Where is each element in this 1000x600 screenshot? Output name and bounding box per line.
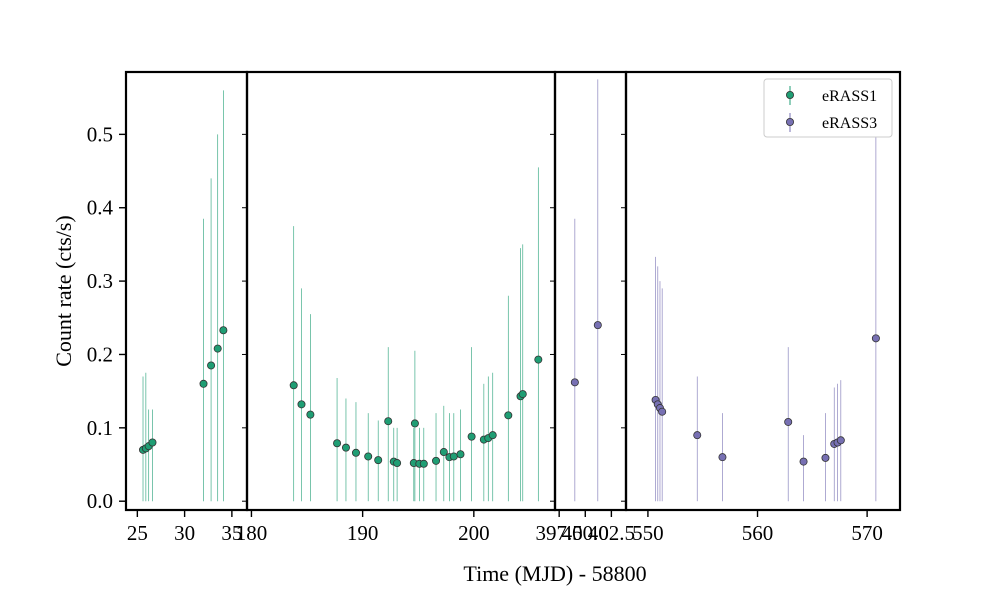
x-tick-label: 200 (458, 521, 490, 545)
data-point (289, 381, 298, 390)
data-point (148, 438, 157, 447)
panel-2-frame (245, 70, 557, 512)
data-point (871, 334, 880, 343)
data-point (467, 432, 476, 441)
y-tick-label: 0.1 (87, 416, 113, 440)
data-point (306, 410, 315, 419)
x-tick-label: 550 (632, 521, 664, 545)
panel-3-points (570, 321, 602, 387)
data-point (784, 417, 793, 426)
data-point (593, 321, 602, 330)
x-tick-label: 30 (174, 521, 195, 545)
error-bars-layer (142, 79, 877, 502)
legend-erass1-marker (786, 91, 795, 100)
data-point (333, 439, 342, 448)
legend-erass3-marker (786, 118, 795, 127)
data-point (207, 361, 216, 370)
panel-frames (124, 70, 902, 512)
legend-box (763, 78, 893, 138)
data-point (393, 459, 402, 468)
data-point (419, 459, 428, 468)
data-point (297, 400, 306, 409)
data-point (374, 456, 383, 465)
data-point (836, 436, 845, 445)
x-tick-label: 400.0 (562, 521, 609, 545)
panel-2-errorbars (293, 167, 539, 502)
panel-1-points (139, 326, 228, 454)
x-tick-label: 35 (221, 521, 242, 545)
y-tick-label: 0.3 (87, 269, 113, 293)
data-point (693, 431, 702, 440)
x-tick-label: 560 (742, 521, 774, 545)
data-point (199, 379, 208, 388)
y-tick-label: 0.5 (87, 122, 113, 146)
panel-3-errorbars (574, 79, 599, 502)
data-point (364, 452, 373, 461)
panel-4-points (651, 334, 880, 466)
data-point (449, 452, 458, 461)
data-point (718, 453, 727, 462)
data-points-layer (139, 321, 880, 468)
data-point (658, 407, 667, 416)
panel-2-points (289, 355, 543, 468)
panel-4-frame (624, 70, 902, 512)
data-point (488, 431, 497, 440)
legend-erass3-label: eRASS3 (822, 115, 877, 132)
data-point (570, 378, 579, 387)
y-tick-label: 0.4 (87, 196, 114, 220)
panel-1-errorbars (142, 90, 224, 502)
panel-3-frame (553, 70, 628, 512)
data-point (384, 417, 393, 426)
x-tick-label: 25 (127, 521, 148, 545)
x-tick-label: 570 (851, 521, 883, 545)
data-point (410, 419, 419, 428)
data-point (518, 390, 527, 399)
legend: eRASS1 eRASS3 (763, 78, 893, 138)
x-tick-label: 180 (236, 521, 268, 545)
data-point (534, 355, 543, 364)
data-point (351, 448, 360, 457)
data-point (439, 448, 448, 457)
y-tick-label: 0.2 (87, 342, 113, 366)
data-point (799, 457, 808, 466)
legend-erass1-label: eRASS1 (822, 88, 877, 105)
x-axis-label: Time (MJD) - 58800 (463, 561, 646, 586)
data-point (432, 456, 441, 465)
data-point (821, 453, 830, 462)
y-axis-label: Count rate (cts/s) (51, 215, 76, 367)
x-tick-label: 402.5 (588, 521, 635, 545)
x-tick-label: 397.5 (536, 521, 583, 545)
x-tick-label: 190 (347, 521, 379, 545)
panel-1-frame (124, 70, 249, 512)
data-point (504, 411, 513, 420)
data-point (341, 443, 350, 452)
data-point (219, 326, 228, 335)
data-point (213, 344, 222, 353)
y-tick-label: 0.0 (87, 489, 113, 513)
data-point (456, 450, 465, 459)
